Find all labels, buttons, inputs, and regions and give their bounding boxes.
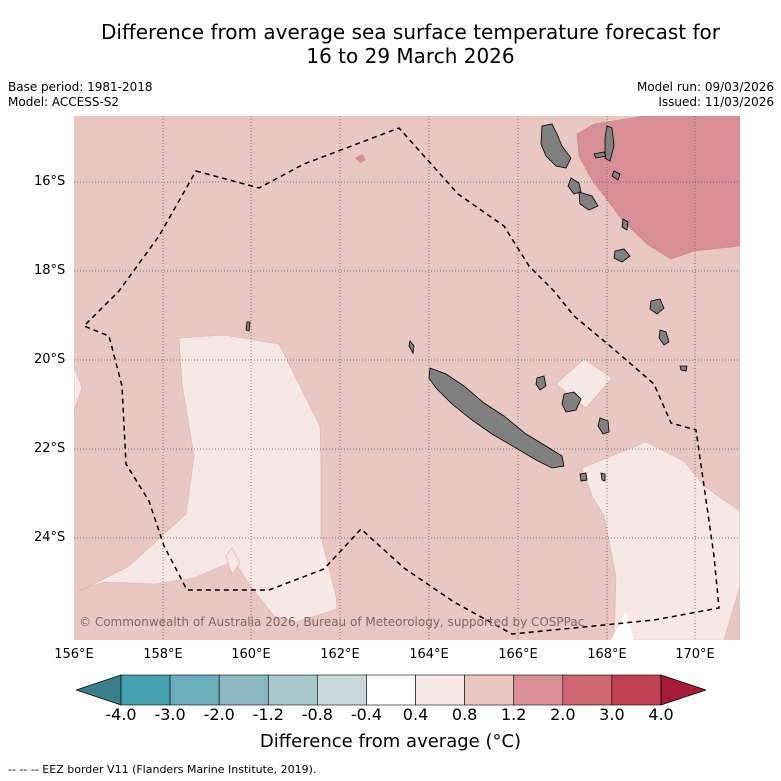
belep-islands [408,340,415,355]
ambrym-island [611,170,621,181]
colorbar-tick-label: 2.0 [550,705,576,724]
right-meta: Model run: 09/03/2026 Issued: 11/03/2026 [637,80,774,110]
colorbar-segment [317,674,367,706]
title-line-1: Difference from average sea surface temp… [100,20,720,44]
lat-label-22s: 22°S [34,441,66,456]
colorbar-segment [120,674,171,706]
colorbar-tick-label: -0.4 [350,705,383,724]
white-anomaly-south-spike [611,612,634,640]
eez-legend-note: -- -- -- EEZ border V11 (Flanders Marine… [8,763,317,776]
loyalty-island-ouvea [535,375,547,391]
colorbar-tick-label: 0.4 [402,705,429,724]
malekula-island [567,177,582,195]
isle-of-pines [579,472,588,482]
colorbar-tick-label: -0.8 [301,705,333,724]
colorbar-segment [611,674,662,706]
light-anomaly-southeast [581,441,740,640]
aneityum-island [649,298,665,315]
colorbar-title: Difference from average (°C) [259,731,522,752]
title-line-2: 16 to 29 March 2026 [306,44,515,68]
colorbar-segment [513,674,564,706]
left-meta: Base period: 1981-2018 Model: ACCESS-S2 [8,80,153,110]
erromango-island [613,248,631,263]
lon-label-162e: 162°E [320,647,360,662]
landmasses [245,123,688,482]
new-caledonia-island [428,367,565,469]
colorbar-tick-label: 1.2 [500,705,527,724]
lat-label-18s: 18°S [34,263,66,278]
lon-label-168e: 168°E [587,647,627,662]
dark-anomaly-northeast [576,116,740,260]
colorbar-extend-high [660,674,706,706]
colorbar-tick-label: -2.0 [203,705,235,724]
lat-label-24s: 24°S [34,530,66,545]
colorbar-tick-label: 4.0 [648,705,674,724]
colorbar-segment [562,674,613,706]
lon-label-158e: 158°E [143,647,183,662]
tanna-island [621,218,629,231]
dark-anomaly-small-patch [355,154,366,163]
model-name: Model: ACCESS-S2 [8,95,120,109]
colorbar [76,674,706,706]
pentecost-island [604,125,615,162]
lon-label-166e: 166°E [498,647,538,662]
copyright-notice: © Commonwealth of Australia 2026, Bureau… [79,615,585,629]
colorbar-tick-label: -4.0 [105,705,137,724]
hunter-island [600,472,606,482]
colorbar-segment [218,674,269,706]
colorbar-tick-label: -3.0 [154,705,186,724]
colorbar-tick-label: 0.8 [451,705,478,724]
colorbar-tick-label: 3.0 [599,705,625,724]
loyalty-island-lifou [561,391,582,413]
small-island-tiny-1 [245,321,251,332]
efate-island [578,191,599,211]
lat-label-20s: 20°S [34,352,66,367]
colorbar-tick-label: -1.2 [252,705,284,724]
chart-title: Difference from average sea surface temp… [0,20,781,68]
colorbar-segment [267,674,318,706]
light-anomaly-west-edge [74,365,83,412]
eez-border [82,127,720,635]
lon-label-156e: 156°E [54,647,94,662]
colorbar-extend-low [76,674,122,706]
gridlines [74,116,740,640]
lat-label-16s: 16°S [34,174,66,189]
sst-anomaly-map [74,116,740,640]
lon-label-160e: 160°E [231,647,271,662]
issued-date: Issued: 11/03/2026 [658,95,774,109]
colorbar-segment [415,674,465,706]
small-island-east-2 [679,365,688,372]
lon-label-164e: 164°E [409,647,449,662]
espiritu-santo-island [540,123,572,169]
loyalty-island-maré [597,417,610,435]
light-anomaly-south-patch [225,547,241,575]
colorbar-segment [366,674,416,706]
light-anomaly-west-central [74,334,338,623]
colorbar-segment [169,674,220,706]
colorbar-segment [464,674,515,706]
lon-label-170e: 170°E [675,647,715,662]
small-island-east-1 [658,329,670,346]
base-period: Base period: 1981-2018 [8,80,153,94]
ambae-island [593,151,607,159]
model-run: Model run: 09/03/2026 [636,80,774,94]
